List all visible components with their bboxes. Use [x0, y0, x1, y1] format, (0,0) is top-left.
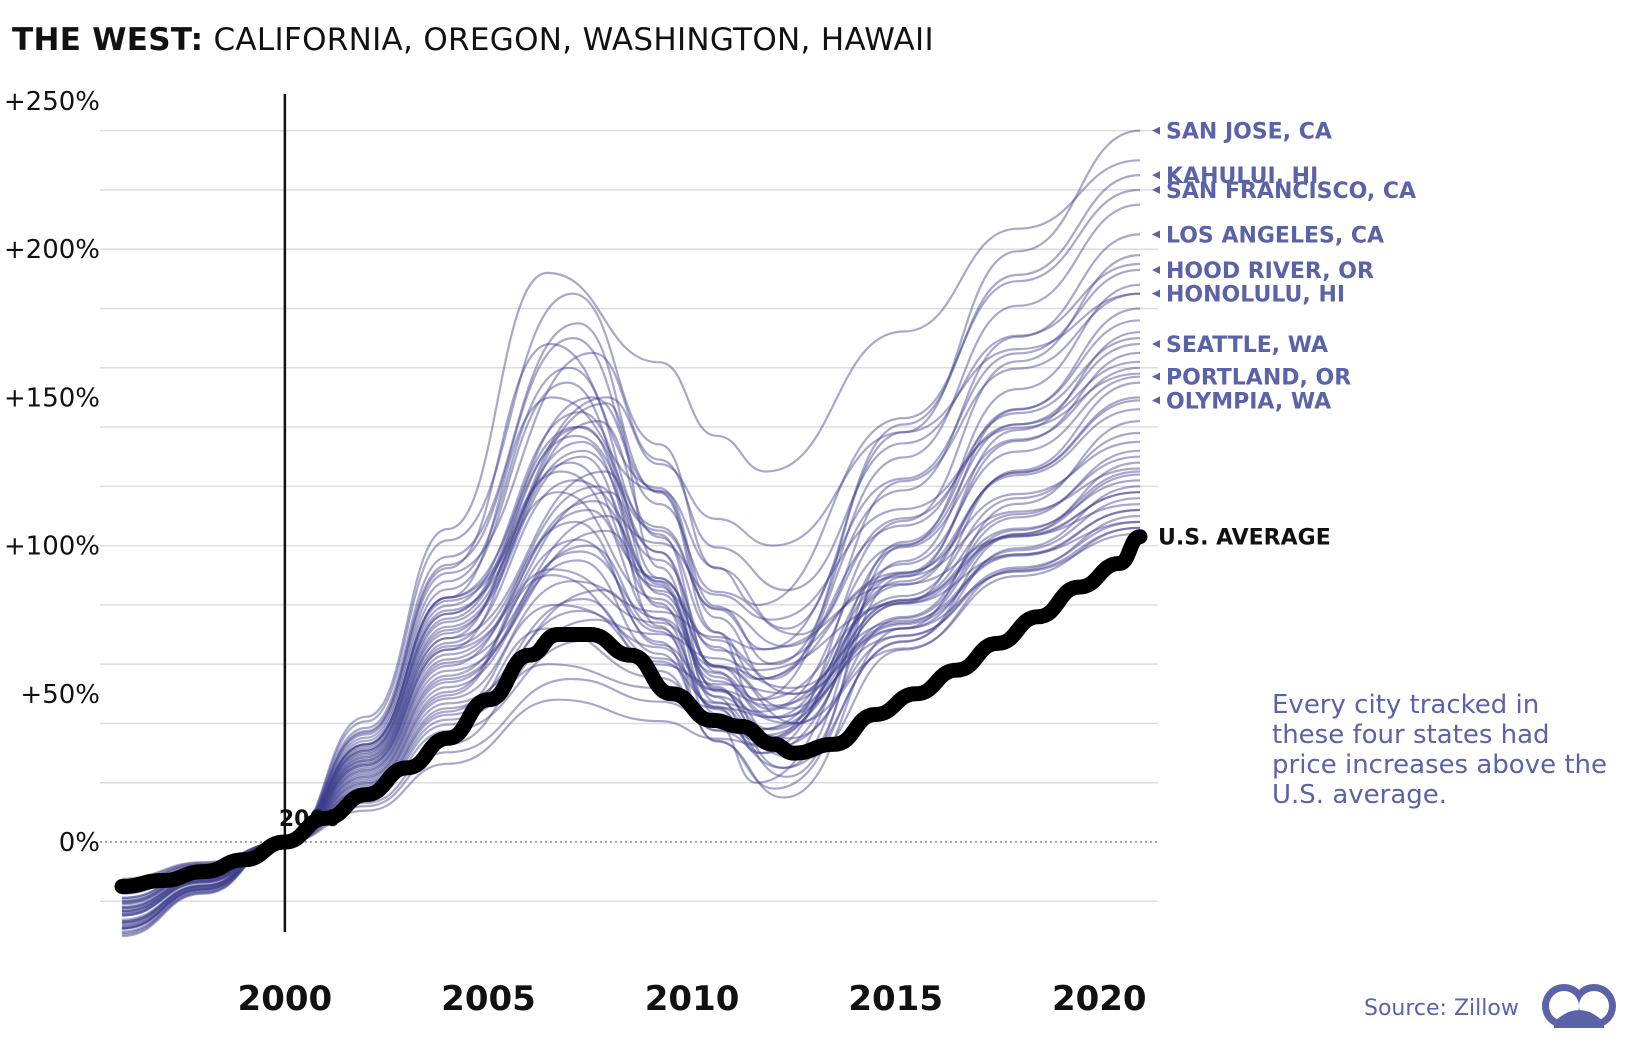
- city-label: HOOD RIVER, OR: [1166, 259, 1374, 284]
- brand-logo-icon[interactable]: [1540, 976, 1618, 1038]
- city-line: [121, 233, 1141, 884]
- label-pointer-icon: [1152, 396, 1160, 405]
- city-label: SEATTLE, WA: [1166, 333, 1328, 358]
- label-pointer-icon: [1152, 265, 1160, 274]
- city-line: [121, 360, 1141, 894]
- y-tick-label: +250%: [4, 87, 100, 117]
- y-tick-label: +200%: [4, 235, 100, 265]
- x-tick-label: 2010: [645, 979, 740, 1019]
- city-label: HONOLULU, HI: [1166, 283, 1345, 308]
- label-pointer-icon: [1152, 289, 1160, 298]
- city-label: OLYMPIA, WA: [1166, 389, 1331, 414]
- y-tick-label: +100%: [4, 532, 100, 562]
- label-pointer-icon: [1152, 171, 1160, 180]
- y-tick-label: +150%: [4, 383, 100, 413]
- city-line: [121, 283, 1141, 906]
- x-tick-label: 2000: [238, 979, 333, 1019]
- grid-lines: [100, 129, 1158, 903]
- city-line: [121, 526, 1141, 933]
- label-pointer-icon: [1152, 126, 1160, 135]
- chart-title-region: THE WEST:: [12, 22, 204, 58]
- city-label: SAN FRANCISCO, CA: [1166, 179, 1416, 204]
- chart-title: THE WEST: CALIFORNIA, OREGON, WASHINGTON…: [12, 22, 934, 58]
- us-average-label: U.S. AVERAGE: [1158, 526, 1331, 551]
- city-lines: [121, 129, 1141, 938]
- city-line: [121, 268, 1141, 909]
- y-tick-label: +50%: [20, 680, 100, 710]
- source-credit: Source: Zillow: [1364, 996, 1519, 1021]
- label-pointer-icon: [1152, 185, 1160, 194]
- annotation-note: Every city tracked in these four states …: [1272, 690, 1608, 810]
- x-tick-label: 2005: [441, 979, 536, 1019]
- city-label: PORTLAND, OR: [1166, 366, 1351, 391]
- chart-title-states: CALIFORNIA, OREGON, WASHINGTON, HAWAII: [213, 22, 934, 58]
- city-label: LOS ANGELES, CA: [1166, 223, 1384, 248]
- city-label: SAN JOSE, CA: [1166, 120, 1332, 145]
- y-axis: +250% +200% +150% +100% +50% 0%: [4, 87, 100, 858]
- x-axis: 2000 2005 2010 2015 2020: [238, 979, 1147, 1019]
- us-average-line: [114, 529, 1148, 894]
- y-tick-label: 0%: [59, 828, 100, 858]
- label-pointer-icon: [1152, 372, 1160, 381]
- x-tick-label: 2020: [1052, 979, 1147, 1019]
- label-pointer-icon: [1152, 340, 1160, 349]
- city-label: KAHULUI, HI: [1166, 164, 1318, 189]
- us-average-series: U.S. AVERAGE: [114, 526, 1331, 894]
- city-line: [121, 319, 1141, 928]
- x-tick-label: 2015: [848, 979, 943, 1019]
- label-pointer-icon: [1152, 230, 1160, 239]
- reference-line-2000: 2000: [279, 94, 340, 932]
